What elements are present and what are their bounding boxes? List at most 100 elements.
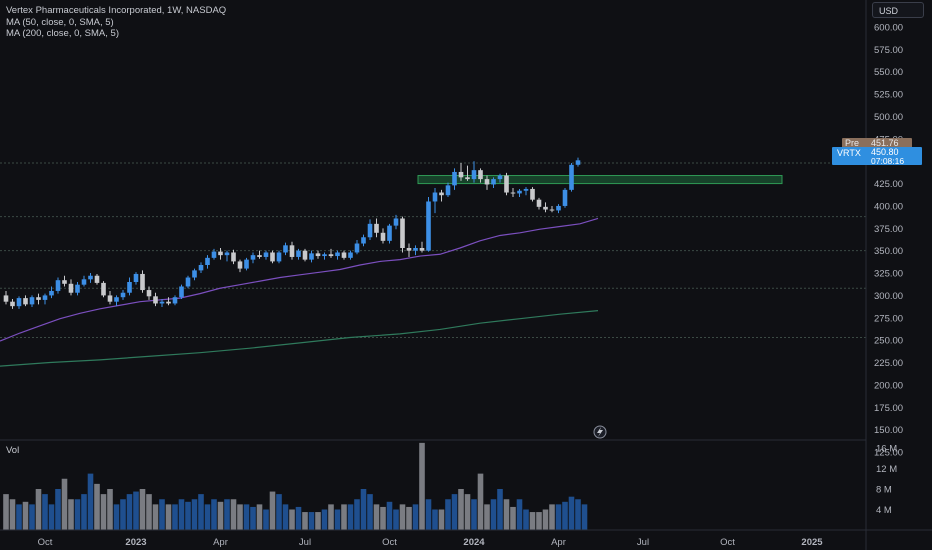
volume-bar	[9, 499, 16, 530]
candle-body	[497, 175, 503, 180]
candle-body	[361, 237, 366, 244]
premarket-label: Pre	[845, 138, 860, 148]
volume-bar	[94, 483, 100, 530]
candle-body	[543, 206, 548, 210]
volume-bar	[224, 499, 230, 530]
volume-bar	[510, 506, 516, 530]
volume-tick-label: 4 M	[876, 505, 892, 516]
volume-bar	[412, 504, 419, 530]
volume-bar	[191, 499, 198, 530]
volume-bar	[55, 489, 61, 530]
time-tick-label: 2024	[463, 537, 485, 548]
volume-bar	[406, 506, 412, 530]
candle-body	[88, 275, 93, 280]
candle-body	[445, 185, 451, 196]
price-tick-label: 575.00	[874, 45, 903, 56]
volume-bar	[438, 509, 445, 530]
candle-body	[153, 296, 158, 304]
bar-countdown: 07:08:16	[871, 156, 905, 166]
volume-bar	[139, 489, 146, 530]
candle-body	[335, 252, 340, 257]
volume-bar	[133, 491, 139, 530]
candle-body	[127, 282, 132, 293]
candle-body	[536, 199, 542, 207]
volume-bar	[211, 499, 217, 530]
price-tick-label: 350.00	[874, 246, 903, 257]
volume-bar	[22, 501, 29, 530]
price-tick-label: 500.00	[874, 112, 903, 123]
volume-bar	[425, 499, 432, 530]
ma50-legend[interactable]: MA (50, close, 0, SMA, 5)	[6, 17, 114, 28]
candle-body	[413, 248, 418, 251]
volume-bar	[35, 489, 42, 530]
candle-body	[484, 179, 490, 185]
candle-body	[348, 252, 353, 258]
volume-bar	[107, 489, 113, 530]
candle-body	[426, 201, 431, 251]
chart-title[interactable]: Vertex Pharmaceuticals Incorporated, 1W,…	[6, 5, 227, 16]
volume-bar	[386, 501, 393, 530]
ma200-legend[interactable]: MA (200, close, 0, SMA, 5)	[6, 28, 119, 39]
volume-bar	[87, 473, 94, 530]
candle-body	[133, 273, 139, 282]
volume-bar	[367, 494, 373, 530]
volume-bar	[68, 499, 74, 530]
price-tick-label: 300.00	[874, 291, 903, 302]
volume-bar	[471, 499, 477, 530]
candle-body	[289, 245, 295, 257]
volume-bar	[113, 504, 120, 530]
volume-bar	[81, 494, 87, 530]
volume-bar	[497, 489, 503, 530]
volume-bar	[282, 504, 289, 530]
candle-body	[367, 223, 373, 238]
price-tick-label: 200.00	[874, 380, 903, 391]
volume-bar	[42, 494, 48, 530]
candles	[3, 157, 581, 309]
lightning-icon[interactable]	[593, 425, 607, 439]
volume-bar	[289, 509, 295, 530]
candle-body	[387, 225, 392, 241]
volume-bar	[536, 512, 542, 530]
candle-body	[556, 205, 561, 211]
candle-body	[101, 282, 106, 296]
volume-bar	[165, 504, 172, 530]
time-tick-label: Oct	[38, 537, 53, 548]
currency-button[interactable]: USD	[872, 2, 924, 18]
candle-body	[400, 218, 405, 248]
volume-bar	[523, 509, 529, 530]
volume-axis[interactable]: 16 M 12 M 8 M 4 M	[876, 444, 897, 517]
candle-body	[341, 252, 347, 258]
time-axis[interactable]: Oct 2023 Apr Jul Oct 2024 Apr Jul Oct 2025	[38, 537, 824, 548]
volume-bar	[204, 504, 211, 530]
volume-legend[interactable]: Vol	[6, 445, 20, 456]
volume-bar	[61, 478, 68, 530]
candle-body	[218, 251, 223, 256]
price-tick-label: 175.00	[874, 403, 903, 414]
price-tick-label: 225.00	[874, 358, 903, 369]
volume-bar	[334, 509, 341, 530]
volume-bar	[315, 512, 321, 530]
volume-bar	[503, 499, 510, 530]
volume-bar	[269, 491, 276, 530]
volume-bar	[217, 501, 224, 530]
candle-body	[250, 255, 256, 260]
volume-bar	[237, 504, 243, 530]
time-tick-label: 2025	[801, 537, 823, 548]
volume-bar	[152, 504, 159, 530]
candle-body	[166, 301, 171, 304]
volume-tick-label: 8 M	[876, 485, 892, 496]
candle-body	[172, 297, 178, 304]
candle-body	[75, 284, 80, 293]
volume-bar	[393, 509, 399, 530]
candle-body	[211, 251, 217, 258]
volume-tick-label: 16 M	[876, 444, 897, 455]
candle-body	[458, 171, 464, 178]
candle-body	[549, 209, 555, 211]
volume-bar	[185, 501, 191, 530]
candle-body	[205, 257, 210, 265]
volume-bar	[464, 494, 471, 530]
volume-bar	[380, 506, 386, 530]
candle-body	[283, 245, 288, 253]
candle-body	[380, 232, 386, 241]
